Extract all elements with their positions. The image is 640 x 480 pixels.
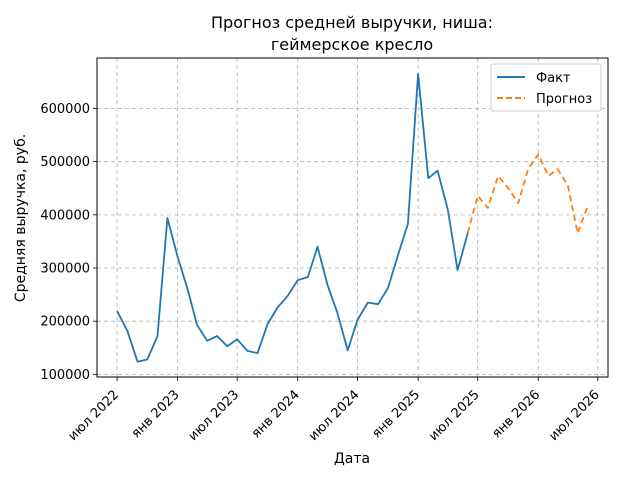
y-tick-label: 400000	[40, 208, 90, 223]
legend-box	[490, 63, 602, 112]
legend: Факт Прогноз	[490, 63, 602, 112]
plot-frame	[96, 57, 609, 378]
series-line-fact	[116, 73, 469, 363]
y-tick-label: 500000	[40, 155, 90, 170]
x-axis-label: Дата	[334, 451, 370, 467]
y-tick-label: 100000	[40, 368, 90, 383]
y-tick-label: 200000	[40, 315, 90, 330]
chart-title-line1: Прогноз средней выручки, ниша:	[211, 13, 493, 32]
chart-title-line2: геймерское кресло	[271, 35, 433, 54]
legend-label-fact: Факт	[536, 71, 571, 86]
y-tick-label: 600000	[40, 102, 90, 117]
y-axis-ticks: 100000 200000 300000 400000 500000 600000	[40, 102, 97, 383]
y-axis-label: Средняя выручка, руб.	[13, 134, 29, 302]
y-tick-label: 300000	[40, 262, 90, 277]
series-lines	[116, 73, 589, 363]
legend-label-forecast: Прогноз	[536, 92, 592, 107]
series-line-forecast	[466, 153, 589, 235]
grid-lines	[97, 58, 608, 377]
